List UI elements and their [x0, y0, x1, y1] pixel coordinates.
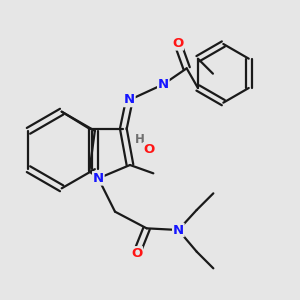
Text: O: O: [131, 247, 142, 260]
Text: N: N: [124, 94, 135, 106]
Text: N: N: [158, 78, 169, 91]
Text: O: O: [143, 143, 155, 156]
Text: H: H: [134, 134, 144, 146]
Text: N: N: [93, 172, 104, 185]
Text: N: N: [173, 224, 184, 236]
Text: O: O: [172, 37, 183, 50]
